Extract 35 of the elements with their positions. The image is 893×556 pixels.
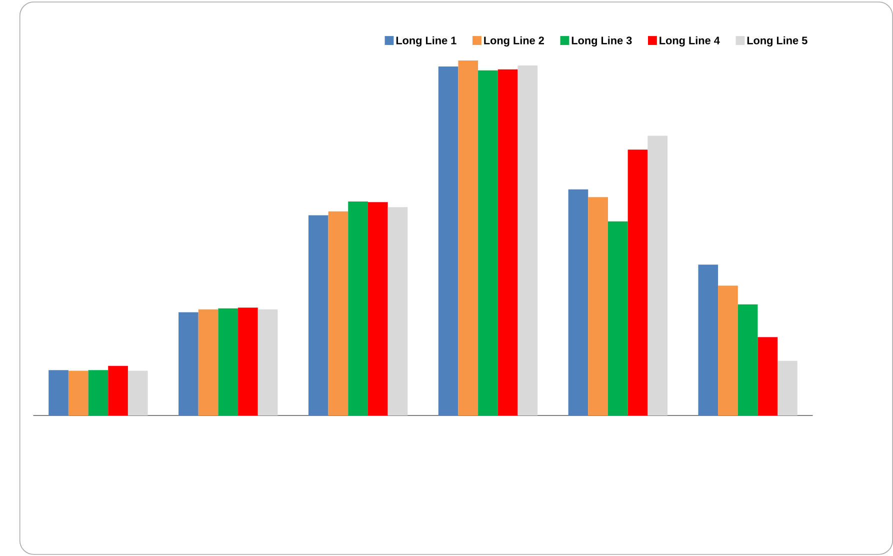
bar (198, 309, 218, 416)
bar (218, 308, 238, 416)
bar (498, 69, 518, 416)
bar (48, 370, 68, 416)
bar (758, 336, 778, 416)
legend-label: Long Line 1 (396, 36, 456, 46)
bar (68, 370, 88, 416)
bar (258, 309, 278, 416)
legend-label: Long Line 5 (747, 36, 808, 46)
bar (588, 196, 608, 416)
bar (88, 370, 108, 416)
bar (458, 60, 478, 416)
bar (648, 136, 668, 416)
bar (698, 264, 718, 416)
bar (348, 201, 368, 416)
bar (178, 312, 198, 416)
bar (718, 285, 738, 416)
bar (628, 149, 648, 416)
bar (778, 360, 798, 416)
bar (368, 202, 388, 416)
legend-label: Long Line 2 (484, 36, 544, 46)
bar (738, 304, 758, 416)
bar (568, 189, 588, 416)
bar (128, 370, 148, 416)
bar (388, 206, 408, 416)
bar (438, 66, 458, 416)
legend-label: Long Line 3 (572, 36, 632, 46)
bar (328, 211, 348, 416)
bar (518, 65, 538, 416)
legend-label: Long Line 4 (660, 36, 720, 46)
bar (108, 366, 128, 416)
bar (308, 215, 328, 416)
bar (608, 221, 628, 416)
bar (478, 70, 498, 416)
bar (238, 307, 258, 416)
